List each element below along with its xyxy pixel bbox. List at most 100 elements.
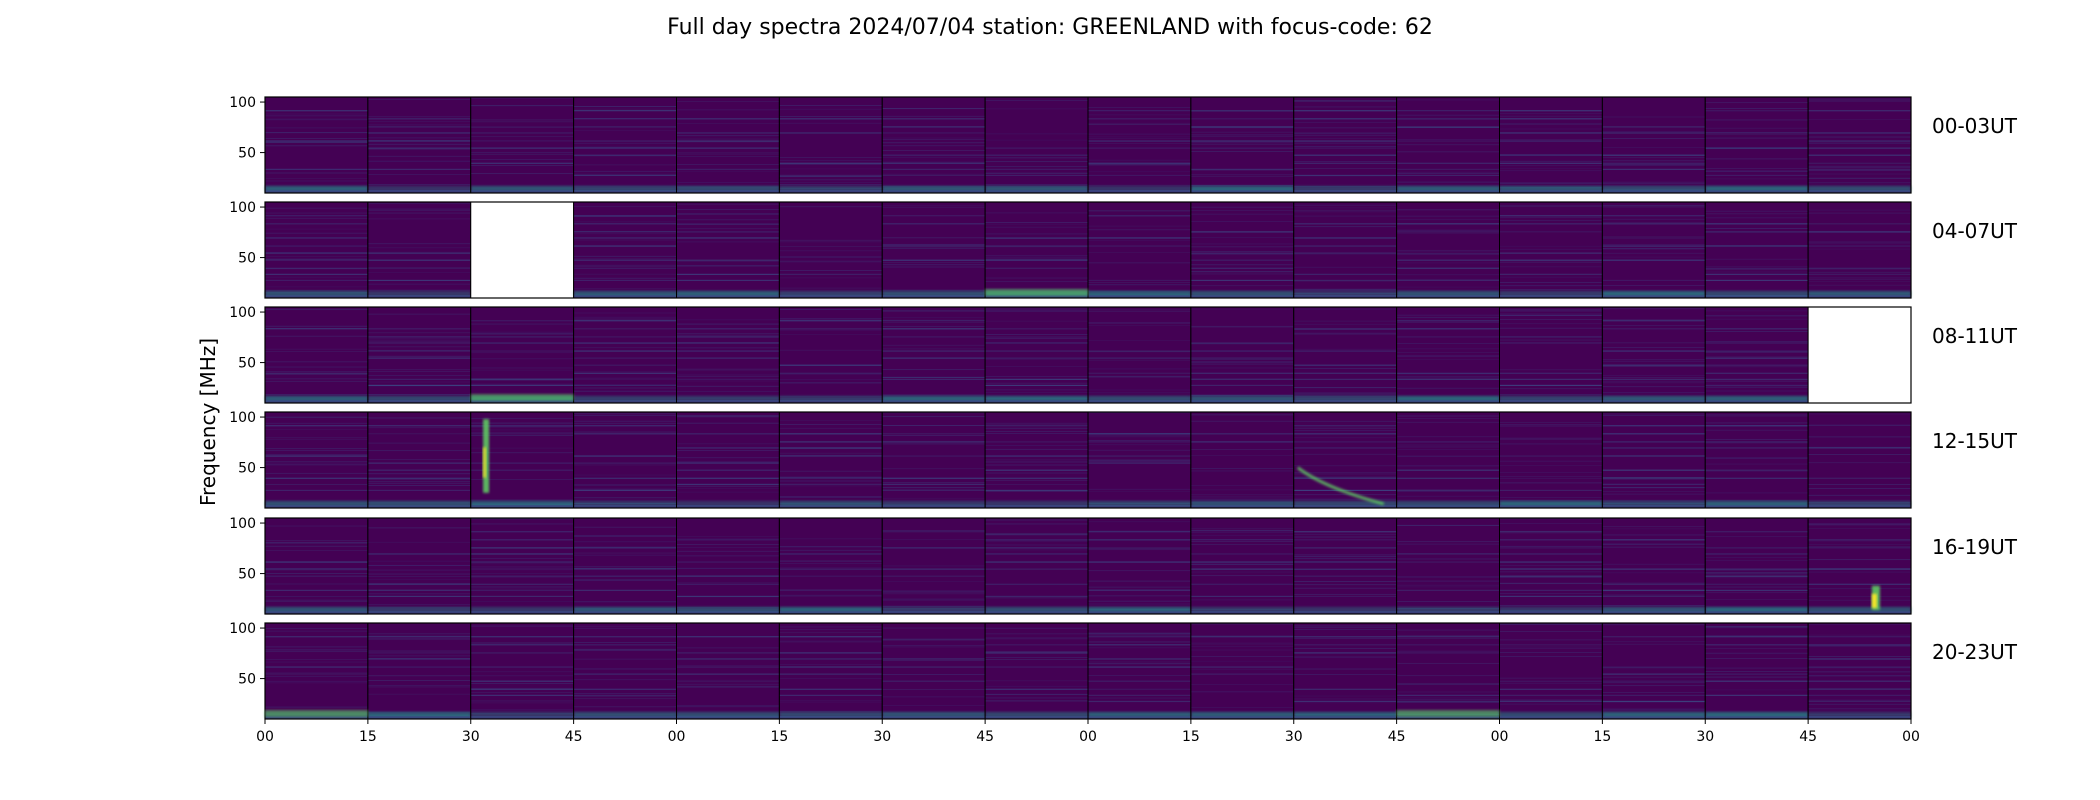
spectrogram-panel (1396, 306, 1500, 404)
spectrogram-panel (676, 201, 780, 299)
spectrogram-panel (573, 306, 677, 404)
spectrogram-panel (1293, 622, 1398, 720)
spectrogram-panel (1601, 517, 1706, 615)
x-tick-label: 45 (976, 729, 994, 745)
x-tick-label: 15 (359, 729, 377, 745)
spectrogram-panel (1499, 411, 1603, 509)
spectrogram-panel (1499, 201, 1603, 299)
spectrogram-panel (1704, 306, 1809, 404)
low-band-glow (470, 393, 574, 401)
spectrogram-panel (1601, 306, 1706, 404)
spectrogram-panel (264, 517, 369, 615)
spectrogram-panel (573, 96, 677, 194)
spectrogram-panel (367, 411, 472, 509)
row-frame (264, 411, 1912, 509)
spectrogram-panel (1499, 96, 1603, 194)
spectrogram-panel (1807, 201, 1912, 299)
spectrogram-panel (1807, 411, 1912, 509)
spectrogram-panel (1704, 622, 1809, 720)
spectrogram-panel (573, 201, 677, 299)
spectrogram-panel (881, 96, 986, 194)
spectrogram-panel (676, 411, 780, 509)
spectrogram-panel (1396, 517, 1500, 615)
spectrogram-panel (367, 96, 472, 194)
spectrogram-panel (778, 201, 883, 299)
spectrogram-panel (264, 201, 369, 299)
burst-feature (483, 447, 487, 478)
spectrogram-panel (1293, 96, 1398, 194)
spectrogram-panel (573, 411, 677, 509)
spectrogram-panel (1087, 306, 1192, 404)
y-tick-label: 50 (238, 567, 256, 583)
spectrogram-panel (1601, 622, 1706, 720)
x-tick-label: 15 (770, 729, 788, 745)
row-label: 08-11UT (1932, 324, 2018, 348)
spectrogram-panel (470, 517, 575, 615)
row-label: 16-19UT (1932, 535, 2018, 559)
row-frame (264, 96, 1912, 194)
missing-panel (1807, 306, 1912, 404)
spectrogram-panel (470, 306, 575, 404)
spectrogram-panel (573, 622, 677, 720)
spectra-row-12-15UT: 100 50 12-15UT (229, 410, 2018, 509)
spectra-row-20-23UT: 100 50 20-23UT (229, 621, 2018, 720)
y-tick-label: 100 (229, 516, 256, 532)
spectrogram-panel (1190, 306, 1295, 404)
row-label: 20-23UT (1932, 640, 2018, 664)
low-band-glow (985, 288, 1088, 296)
y-axis-label: Frequency [MHz] (196, 338, 220, 506)
y-tick-label: 100 (229, 200, 256, 216)
y-tick-label: 100 (229, 410, 256, 426)
spectrogram-panel (470, 96, 575, 194)
y-tick-label: 50 (238, 356, 256, 372)
spectra-row-00-03UT: 100 50 00-03UT (229, 95, 2018, 194)
spectrogram-panel (676, 622, 780, 720)
x-tick-label: 00 (668, 729, 686, 745)
burst-feature (1871, 593, 1877, 608)
spectrogram-panel (1807, 517, 1912, 615)
spectrogram-panel (1807, 622, 1912, 720)
spectrogram-panel (1190, 201, 1295, 299)
spectrogram-panel (778, 517, 883, 615)
spectrogram-panel (1293, 201, 1398, 299)
spectrogram-panel (264, 622, 369, 720)
spectrogram-panel (1704, 96, 1809, 194)
y-tick-label: 100 (229, 305, 256, 321)
row-label: 00-03UT (1932, 114, 2018, 138)
spectrogram-panel (1190, 96, 1295, 194)
chart-title: Full day spectra 2024/07/04 station: GRE… (667, 15, 1433, 40)
spectrogram-panel (367, 622, 472, 720)
spectrogram-panel (881, 201, 986, 299)
spectrogram-panel (1087, 411, 1192, 509)
spectrogram-panel (1087, 622, 1192, 720)
spectrogram-panel (676, 306, 780, 404)
spectrogram-panel (881, 411, 986, 509)
row-label: 12-15UT (1932, 429, 2018, 453)
spectrogram-panel (1704, 517, 1809, 615)
drift-burst-feature (1296, 466, 1385, 506)
spectra-row-08-11UT: 100 50 08-11UT (229, 305, 2018, 404)
x-axis: 00 15 30 45 00 15 30 45 00 15 30 45 00 15 30 45 00 (256, 719, 1920, 745)
spectrogram-panel (778, 96, 883, 194)
spectrogram-panel (264, 306, 369, 404)
x-tick-label: 15 (1593, 729, 1611, 745)
y-tick-label: 50 (238, 672, 256, 688)
missing-panel (470, 201, 575, 299)
row-frame (264, 201, 1912, 299)
spectrogram-panel (676, 96, 780, 194)
x-tick-label: 30 (1285, 729, 1303, 745)
spectrogram-panel (778, 622, 883, 720)
spectrogram-panel (1396, 411, 1500, 509)
x-tick-label: 15 (1182, 729, 1200, 745)
row-label: 04-07UT (1932, 219, 2018, 243)
low-band-glow (265, 709, 368, 717)
spectrogram-panel (984, 201, 1089, 299)
spectrogram-panel (778, 411, 883, 509)
spectrogram-panel (367, 306, 472, 404)
spectrogram-panel (1601, 411, 1706, 509)
x-tick-label: 30 (873, 729, 891, 745)
x-tick-label: 00 (1902, 729, 1920, 745)
spectrogram-panel (1601, 96, 1706, 194)
spectra-rows: 100 50 00-03UT 100 50 04-07UT 100 50 08-11UT 100 5… (229, 95, 2018, 720)
